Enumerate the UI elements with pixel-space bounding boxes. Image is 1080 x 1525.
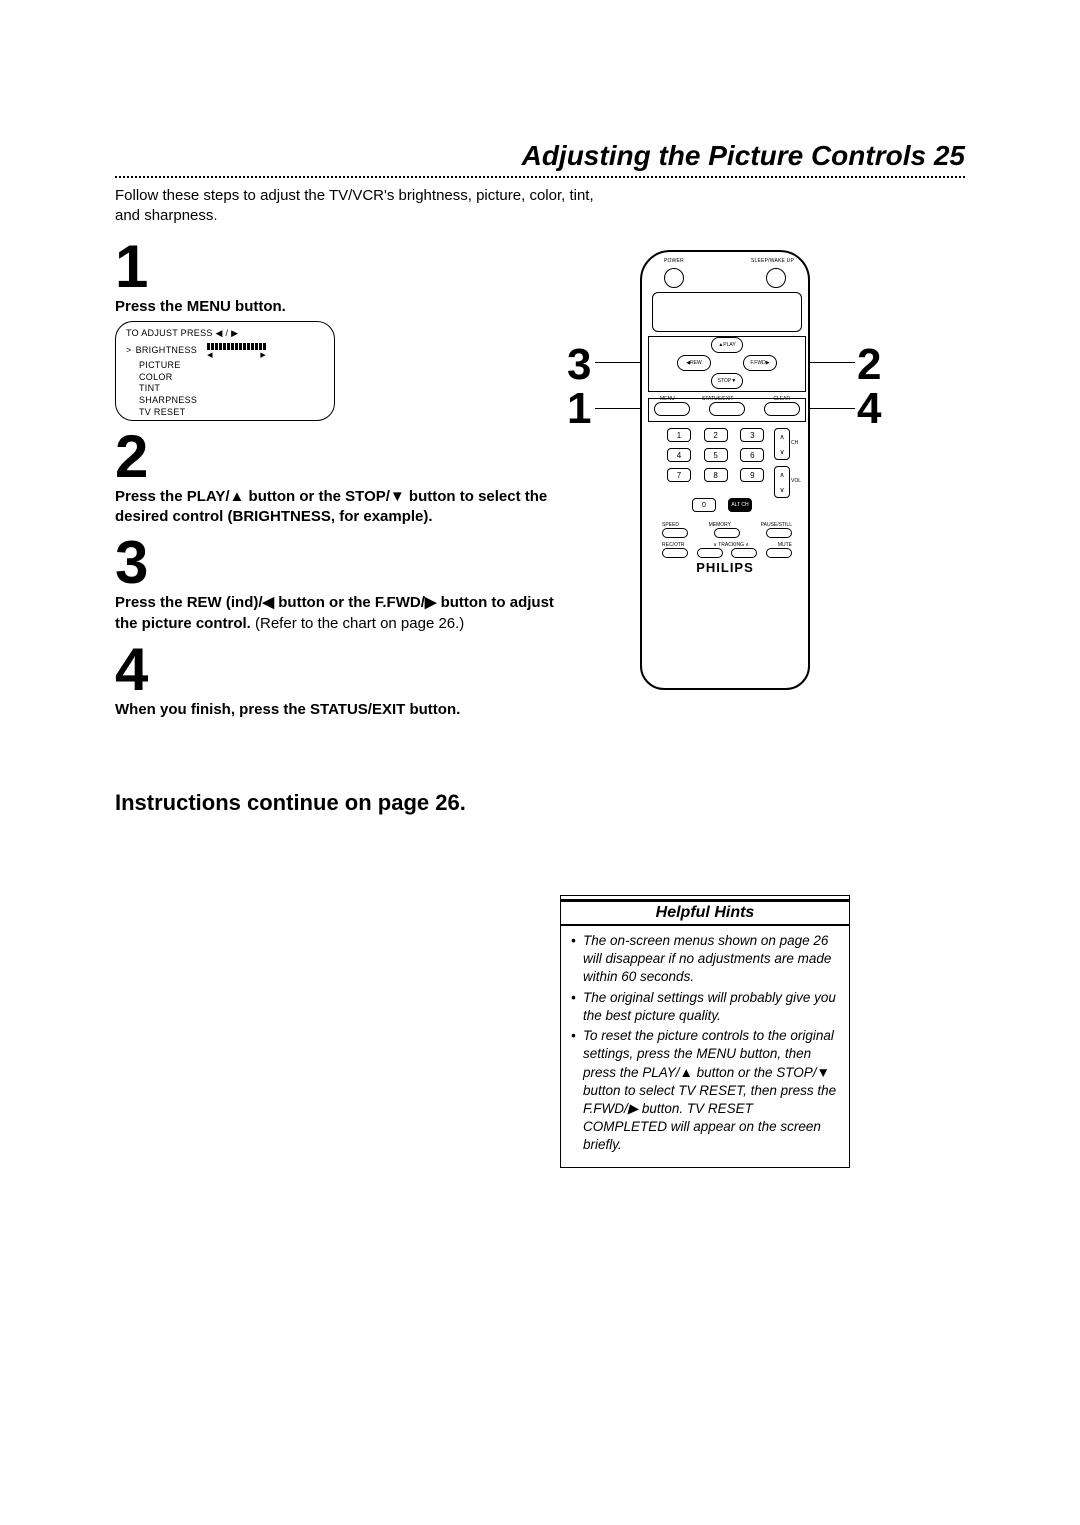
osd-item: SHARPNESS [139, 395, 197, 407]
vol-label: VOL [791, 478, 801, 484]
sleep-label: SLEEP/WAKE UP [751, 258, 794, 264]
callout-1: 1 [567, 384, 591, 434]
remote-outline: POWER SLEEP/WAKE UP ▲PLAY ◀REW F.FWD▶ ST… [640, 250, 810, 690]
osd-item: PICTURE [139, 360, 181, 372]
key-7: 7 [667, 468, 691, 482]
remote-display [652, 292, 802, 332]
key-9: 9 [740, 468, 764, 482]
power-label: POWER [664, 258, 684, 264]
key-3: 3 [740, 428, 764, 442]
key-1: 1 [667, 428, 691, 442]
memory-button [714, 528, 740, 538]
title-text: Adjusting the Picture Controls [522, 140, 926, 171]
key-5: 5 [704, 448, 728, 462]
keypad: 1 2 3 4 5 6 7 8 9 [667, 428, 767, 482]
power-button [664, 268, 684, 288]
step-1-text: Press the MENU button. [115, 297, 575, 317]
sleep-button [766, 268, 786, 288]
osd-item: TINT [139, 383, 160, 395]
step-4-number: 4 [115, 640, 965, 700]
highlight-dpad [648, 336, 806, 392]
mute-button [766, 548, 792, 558]
brightness-bar: ◀▶ [207, 343, 266, 360]
ch-rocker: ∧∨ [774, 428, 790, 460]
key-2: 2 [704, 428, 728, 442]
key-4: 4 [667, 448, 691, 462]
step-4-text: When you finish, press the STATUS/EXIT b… [115, 700, 575, 720]
pause-button [766, 528, 792, 538]
hint-item: To reset the picture controls to the ori… [571, 1027, 839, 1155]
intro-text: Follow these steps to adjust the TV/VCR'… [115, 186, 615, 227]
hint-item: The original settings will probably give… [571, 989, 839, 1025]
hint-item: The on-screen menus shown on page 26 wil… [571, 932, 839, 987]
callout-2: 2 [857, 340, 881, 390]
tracking-down-button [697, 548, 723, 558]
brand-label: PHILIPS [642, 560, 808, 575]
key-6: 6 [740, 448, 764, 462]
helpful-hints: Helpful Hints The on-screen menus shown … [560, 895, 850, 1168]
osd-item: COLOR [139, 372, 173, 384]
osd-header: TO ADJUST PRESS ◀ / ▶ [126, 328, 324, 339]
osd-item: BRIGHTNESS [136, 345, 198, 357]
tracking-up-button [731, 548, 757, 558]
vol-rocker: ∧∨ [774, 466, 790, 498]
continue-text: Instructions continue on page 26. [115, 790, 965, 816]
callout-3: 3 [567, 340, 591, 390]
step-3-text: Press the REW (ind)/◀ button or the F.FW… [115, 593, 575, 634]
page-number: 25 [934, 140, 965, 171]
altch-button: ALT CH [728, 498, 752, 512]
key-8: 8 [704, 468, 728, 482]
rec-button [662, 548, 688, 558]
osd-menu: TO ADJUST PRESS ◀ / ▶ >BRIGHTNESS ◀▶ PIC… [115, 321, 335, 421]
key-0: 0 [692, 498, 716, 512]
step-2-number: 2 [115, 427, 965, 487]
step-2-text: Press the PLAY/▲ button or the STOP/▼ bu… [115, 487, 575, 528]
osd-item: TV RESET [139, 407, 185, 419]
highlight-midrow [648, 398, 806, 422]
step-1-number: 1 [115, 237, 965, 297]
step-3-number: 3 [115, 533, 965, 593]
hints-title: Helpful Hints [561, 899, 849, 925]
callout-4: 4 [857, 384, 881, 434]
dotted-rule [115, 176, 965, 178]
page-title: Adjusting the Picture Controls 25 [115, 140, 965, 172]
speed-button [662, 528, 688, 538]
ch-label: CH [791, 440, 798, 446]
